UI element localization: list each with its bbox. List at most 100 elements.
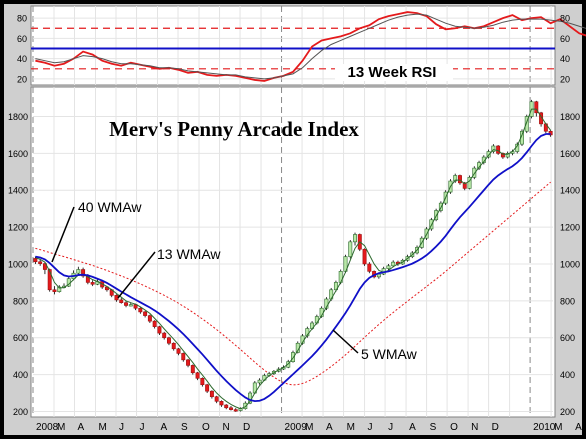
price-y-tick-label: 1000 xyxy=(560,259,580,269)
price-y-tick-label: 1400 xyxy=(8,186,28,196)
candle-down xyxy=(52,289,57,292)
candle-down xyxy=(186,359,191,366)
candle-down xyxy=(500,153,505,158)
price-y-tick-label: 400 xyxy=(13,370,28,380)
candle-down xyxy=(152,320,157,327)
price-panel: 200 400 600 800 1000 1200 1400 1600 1800 200 400 6… xyxy=(8,86,580,418)
rsi-y-tick-label: 80 xyxy=(17,14,27,24)
candle-down xyxy=(205,384,210,392)
candle-up xyxy=(243,402,248,410)
rsi-y-tick-label: 40 xyxy=(560,54,570,64)
candle-up xyxy=(128,304,133,307)
candle-down xyxy=(224,404,229,409)
candle-up xyxy=(353,234,357,243)
price-y-tick-label: 1200 xyxy=(560,223,580,233)
candle-down xyxy=(462,182,467,189)
candle-down xyxy=(219,401,224,406)
x-tick-label: S xyxy=(181,422,188,433)
candle-down xyxy=(209,390,214,398)
x-tick-label: J xyxy=(368,422,373,433)
price-y-tick-label: 200 xyxy=(560,407,575,417)
rsi-y-tick-label: 60 xyxy=(17,34,27,44)
candle-up xyxy=(257,379,262,384)
candle-down xyxy=(233,409,238,412)
candle-up xyxy=(472,167,477,178)
candle-down xyxy=(47,269,52,291)
candle-down xyxy=(119,299,124,303)
x-tick-label: 2009 xyxy=(285,422,308,433)
candle-down xyxy=(181,353,186,361)
candle-down xyxy=(195,372,200,379)
candle-up xyxy=(486,151,491,158)
rsi-panel: 20 40 60 80 20 40 60 80 13 Week RSI xyxy=(17,5,586,86)
x-tick-label: M xyxy=(554,422,562,433)
candle-down xyxy=(171,342,176,350)
annotation-5-wma: 5 WMAw xyxy=(361,346,418,362)
price-y-tick-label: 800 xyxy=(13,296,28,306)
candle-up xyxy=(348,241,353,257)
price-y-tick-label: 1400 xyxy=(560,186,580,196)
x-tick-label: A xyxy=(161,422,168,433)
ma-line xyxy=(35,181,551,386)
x-tick-label: J xyxy=(119,422,124,433)
candle-up xyxy=(491,145,496,152)
x-tick-label: M xyxy=(57,422,65,433)
ma-40-line-group xyxy=(35,181,551,386)
x-tick-label: O xyxy=(450,422,458,433)
candle-up xyxy=(76,269,81,274)
candle-up xyxy=(386,265,391,269)
price-y-tick-label: 600 xyxy=(560,333,575,343)
rsi-y-axis-left: 20 40 60 80 xyxy=(17,14,27,85)
ma-line xyxy=(35,133,551,403)
x-tick-label: M xyxy=(98,422,106,433)
candle-down xyxy=(534,101,539,114)
annotation-13-arrow xyxy=(117,251,156,299)
candle-up xyxy=(453,175,458,182)
price-y-tick-label: 1800 xyxy=(8,112,28,122)
candle-down xyxy=(229,407,233,410)
price-y-axis-right: 200 400 600 800 1000 1200 1400 1600 1800 xyxy=(560,112,580,417)
candle-down xyxy=(157,326,162,334)
x-tick-label: 2010 xyxy=(533,422,556,433)
x-tick-label: D xyxy=(243,422,250,433)
candle-up xyxy=(505,153,510,158)
candle-up xyxy=(57,286,62,292)
x-tick-label: J xyxy=(140,422,145,433)
rsi-series-line xyxy=(35,13,586,80)
rsi-y-tick-label: 40 xyxy=(17,54,27,64)
candle-down xyxy=(200,377,205,386)
price-y-tick-label: 800 xyxy=(560,296,575,306)
candle-down xyxy=(38,261,43,264)
x-axis: 2008MAMJJASOND2009MAMJJASOND2010MAM xyxy=(36,422,582,433)
candle-down xyxy=(548,130,553,136)
ma-line xyxy=(35,108,552,410)
rsi-label: 13 Week RSI xyxy=(348,64,437,81)
x-tick-label: A xyxy=(575,422,582,433)
candle-down xyxy=(124,302,128,306)
price-y-tick-label: 1600 xyxy=(8,149,28,159)
price-y-tick-label: 1000 xyxy=(8,259,28,269)
candle-down xyxy=(190,365,195,374)
candle-up xyxy=(391,261,396,267)
candle-down xyxy=(81,269,86,277)
x-tick-label: O xyxy=(202,422,210,433)
rsi-label-backing xyxy=(335,64,453,81)
x-tick-label: A xyxy=(326,422,333,433)
candle-down xyxy=(367,263,372,272)
ma-fast-lines-group xyxy=(35,108,552,410)
rsi-y-tick-label: 80 xyxy=(560,14,570,24)
price-y-tick-label: 1800 xyxy=(560,112,580,122)
price-y-tick-label: 1600 xyxy=(560,149,580,159)
price-y-axis-left: 200 400 600 800 1000 1200 1400 1600 1800 xyxy=(8,112,28,417)
rsi-y-tick-label: 20 xyxy=(560,74,570,84)
chart-title: Merv's Penny Arcade Index xyxy=(109,117,359,141)
candle-down xyxy=(458,175,462,184)
x-tick-label: M xyxy=(347,422,355,433)
rsi-series-group xyxy=(35,11,586,82)
x-tick-label: S xyxy=(430,422,437,433)
annotation-13-wma: 13 WMAw xyxy=(157,246,221,262)
x-tick-label: 2008 xyxy=(36,422,59,433)
candle-down xyxy=(496,145,501,154)
